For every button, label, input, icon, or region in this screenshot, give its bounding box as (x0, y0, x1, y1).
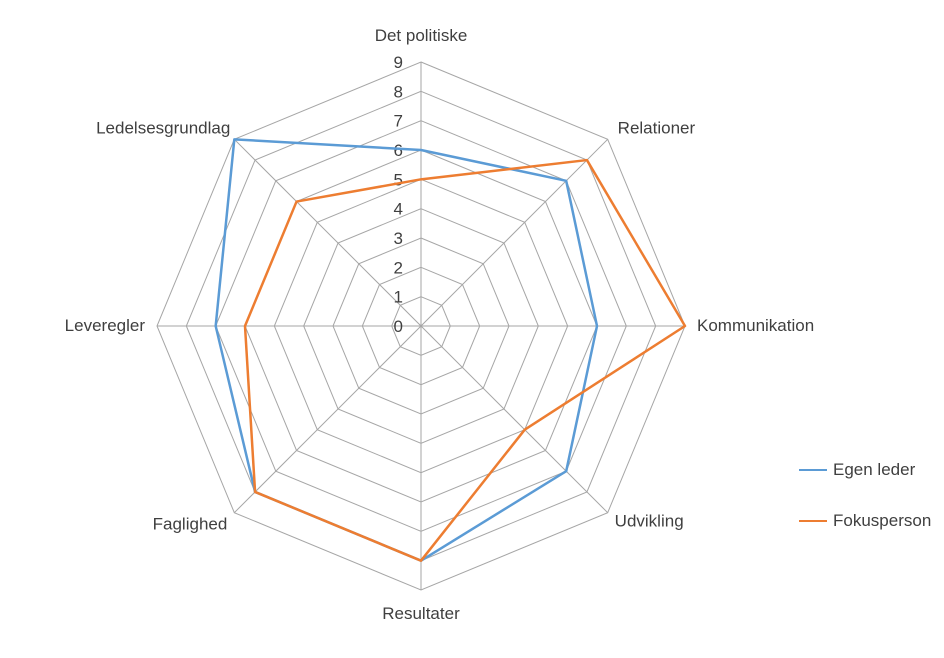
axis-spoke (420, 325, 609, 514)
category-label: Det politiske (375, 26, 468, 45)
axis-spoke (420, 138, 609, 327)
legend-item-fokusperson: Fokusperson (799, 512, 931, 530)
axis-spoke (233, 138, 422, 327)
tick-label: 6 (394, 141, 403, 160)
series-line-fokusperson (243, 158, 687, 562)
category-label: Resultater (382, 604, 460, 623)
tick-label: 1 (394, 288, 403, 307)
tick-label: 5 (394, 170, 403, 189)
legend-swatch-fokusperson (799, 520, 827, 522)
category-label: Ledelsesgrundlag (96, 118, 230, 137)
tick-label: 2 (394, 258, 403, 277)
tick-label: 3 (394, 229, 403, 248)
category-label: Udvikling (615, 512, 684, 531)
category-label: Relationer (618, 118, 696, 137)
tick-label: 7 (394, 112, 403, 131)
tick-label: 0 (394, 317, 403, 336)
legend-label-egen-leder: Egen leder (833, 460, 916, 479)
series-line-egen-leder (214, 138, 599, 562)
category-label: Kommunikation (697, 316, 814, 335)
tick-label: 8 (394, 82, 403, 101)
category-label: Leveregler (65, 316, 146, 335)
category-label: Faglighed (153, 515, 228, 534)
legend-item-egen-leder: Egen leder (799, 461, 915, 479)
tick-label: 4 (394, 200, 403, 219)
legend-swatch-egen-leder (799, 469, 827, 471)
tick-label: 9 (394, 53, 403, 72)
axis-spoke (233, 325, 422, 514)
legend-label-fokusperson: Fokusperson (833, 511, 932, 530)
